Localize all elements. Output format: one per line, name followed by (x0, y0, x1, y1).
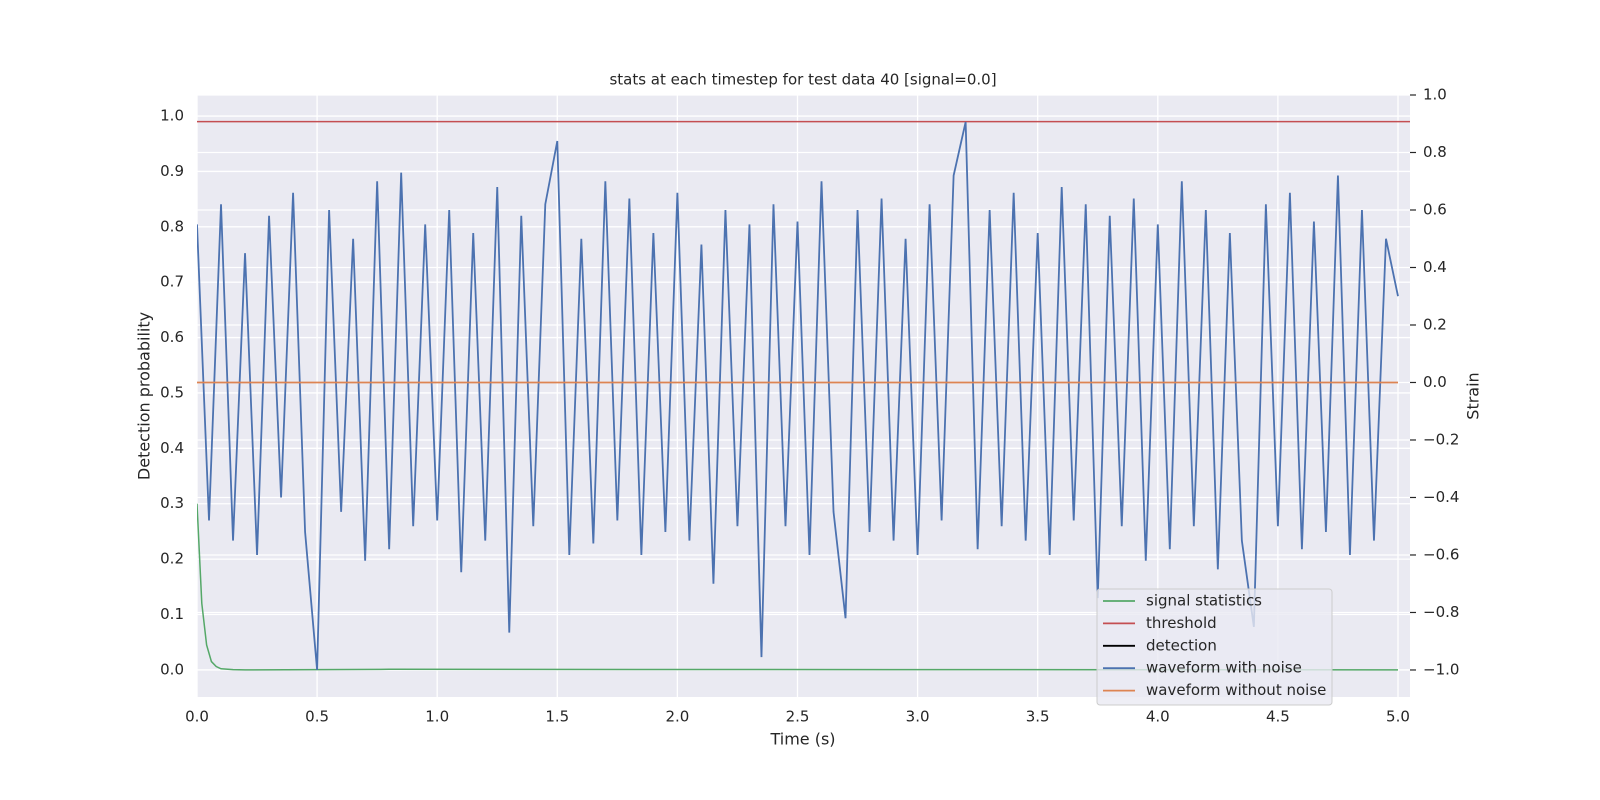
y-tick-label: 0.8 (160, 217, 184, 235)
y2-tick-label: 1.0 (1423, 86, 1447, 104)
y2-tick-label: −0.2 (1423, 430, 1459, 448)
x-axis-label: Time (s) (769, 730, 835, 749)
x-tick-label: 4.0 (1146, 708, 1170, 726)
y-tick-label: 0.6 (160, 328, 184, 346)
y-tick-label: 0.7 (160, 273, 184, 291)
legend: signal statistics threshold detection wavef… (1096, 588, 1333, 706)
x-tick-label: 2.5 (786, 708, 810, 726)
y2-tick-label: −0.6 (1423, 545, 1459, 563)
y2-tick-label: 0.6 (1423, 200, 1447, 218)
x-tick-label: 0.0 (185, 708, 209, 726)
y-tick-label: 0.0 (160, 660, 184, 678)
y-tick-label: 0.1 (160, 605, 184, 623)
x-tick-label: 2.0 (665, 708, 689, 726)
legend-label: signal statistics (1146, 592, 1262, 610)
y2-tick-label: −0.8 (1423, 603, 1459, 621)
x-tick-label: 3.5 (1026, 708, 1050, 726)
y2-tick-label: 0.4 (1423, 258, 1447, 276)
legend-label: waveform without noise (1146, 681, 1326, 699)
x-tick-label: 0.5 (305, 708, 329, 726)
legend-label: waveform with noise (1146, 659, 1302, 677)
y2-tick-label: 0.0 (1423, 373, 1447, 391)
legend-label: detection (1146, 636, 1217, 654)
x-tick-label: 1.5 (545, 708, 569, 726)
y-tick-label: 0.3 (160, 494, 184, 512)
y-axis-label: Detection probability (135, 312, 154, 480)
series-line (197, 121, 1399, 671)
chart-title: stats at each timestep for test data 40 … (609, 71, 996, 89)
legend-label: threshold (1146, 614, 1217, 632)
y2-tick-label: −1.0 (1423, 660, 1459, 678)
labels: 0.0 0.5 1.0 1.5 2.0 2.5 3.0 3.5 4.0 4.5 5.0 0.0 0.1 0… (160, 86, 1459, 726)
y2-tick-label: 0.8 (1423, 143, 1447, 161)
y-tick-label: 0.4 (160, 439, 184, 457)
y2-axis-label: Strain (1464, 372, 1483, 419)
x-tick-label: 5.0 (1386, 708, 1410, 726)
y-tick-label: 0.2 (160, 550, 184, 568)
plot-lines (197, 120, 1410, 671)
legend-box (1096, 588, 1333, 706)
x-tick-label: 1.0 (425, 708, 449, 726)
x-tick-label: 4.5 (1266, 708, 1290, 726)
y-tick-label: 0.9 (160, 162, 184, 180)
x-tick-label: 3.0 (906, 708, 930, 726)
y-tick-label: 0.5 (160, 383, 184, 401)
y2-tick-label: −0.4 (1423, 488, 1459, 506)
y-tick-label: 1.0 (160, 107, 184, 125)
y2-tick-label: 0.2 (1423, 315, 1447, 333)
